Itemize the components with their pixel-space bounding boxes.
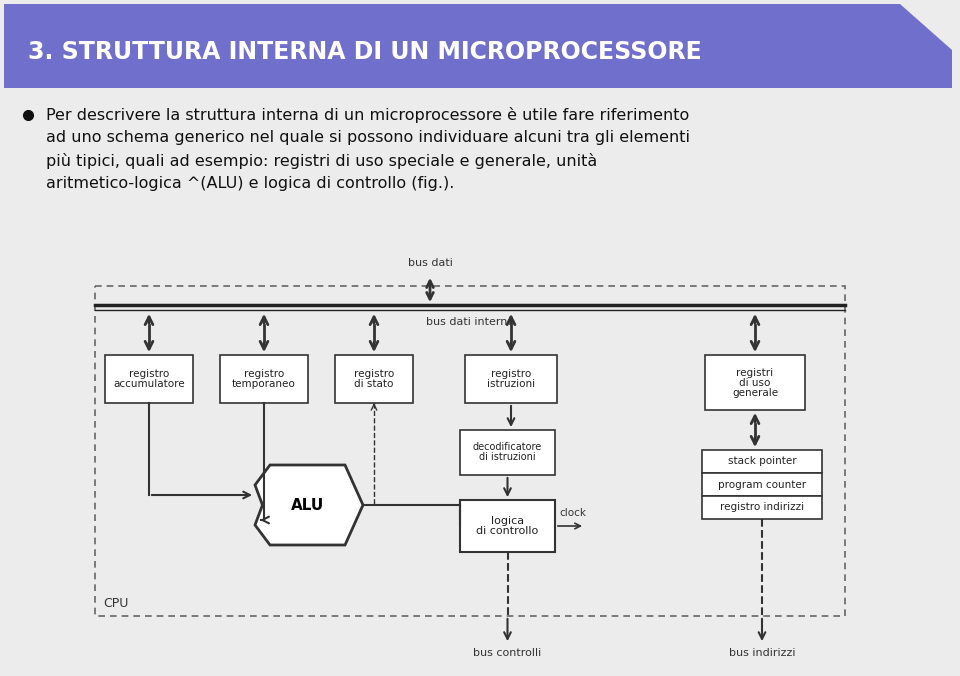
Text: stack pointer: stack pointer <box>728 456 796 466</box>
Text: program counter: program counter <box>718 479 806 489</box>
Bar <box>702 473 822 496</box>
Text: bus indirizzi: bus indirizzi <box>729 648 795 658</box>
Bar <box>105 355 193 403</box>
Text: 3. STRUTTURA INTERNA DI UN MICROPROCESSORE: 3. STRUTTURA INTERNA DI UN MICROPROCESSO… <box>28 40 702 64</box>
Text: registro: registro <box>129 369 169 379</box>
Text: accumulatore: accumulatore <box>113 379 185 389</box>
Bar <box>465 355 557 403</box>
Text: registro indirizzi: registro indirizzi <box>720 502 804 512</box>
Bar <box>335 355 413 403</box>
Text: decodificatore: decodificatore <box>473 443 542 452</box>
Bar <box>702 496 822 519</box>
Text: registro: registro <box>491 369 531 379</box>
Bar <box>220 355 308 403</box>
Text: clock: clock <box>559 508 586 518</box>
Bar <box>702 450 822 473</box>
Text: di controllo: di controllo <box>476 526 539 536</box>
Text: temporaneo: temporaneo <box>232 379 296 389</box>
Text: di stato: di stato <box>354 379 394 389</box>
Text: registro: registro <box>354 369 395 379</box>
Text: bus dati: bus dati <box>408 258 452 268</box>
Polygon shape <box>255 465 363 545</box>
Bar <box>95 286 845 616</box>
Text: ALU: ALU <box>292 498 324 512</box>
Text: Per descrivere la struttura interna di un microprocessore è utile fare riferimen: Per descrivere la struttura interna di u… <box>46 107 689 123</box>
Text: generale: generale <box>732 387 778 397</box>
Text: aritmetico-logica ^(ALU) e logica di controllo (fig.).: aritmetico-logica ^(ALU) e logica di con… <box>46 176 454 191</box>
Text: di istruzioni: di istruzioni <box>479 452 536 462</box>
Text: bus dati interno: bus dati interno <box>426 317 514 327</box>
Bar <box>460 430 555 475</box>
Polygon shape <box>4 4 952 88</box>
Text: di uso: di uso <box>739 377 771 387</box>
Text: istruzioni: istruzioni <box>487 379 535 389</box>
Text: logica: logica <box>491 516 524 526</box>
Bar <box>460 500 555 552</box>
Text: bus controlli: bus controlli <box>473 648 541 658</box>
Text: registro: registro <box>244 369 284 379</box>
Text: registri: registri <box>736 368 774 377</box>
Bar <box>705 355 805 410</box>
Text: più tipici, quali ad esempio: registri di uso speciale e generale, unità: più tipici, quali ad esempio: registri d… <box>46 153 597 169</box>
Text: ad uno schema generico nel quale si possono individuare alcuni tra gli elementi: ad uno schema generico nel quale si poss… <box>46 130 690 145</box>
Text: CPU: CPU <box>103 597 129 610</box>
